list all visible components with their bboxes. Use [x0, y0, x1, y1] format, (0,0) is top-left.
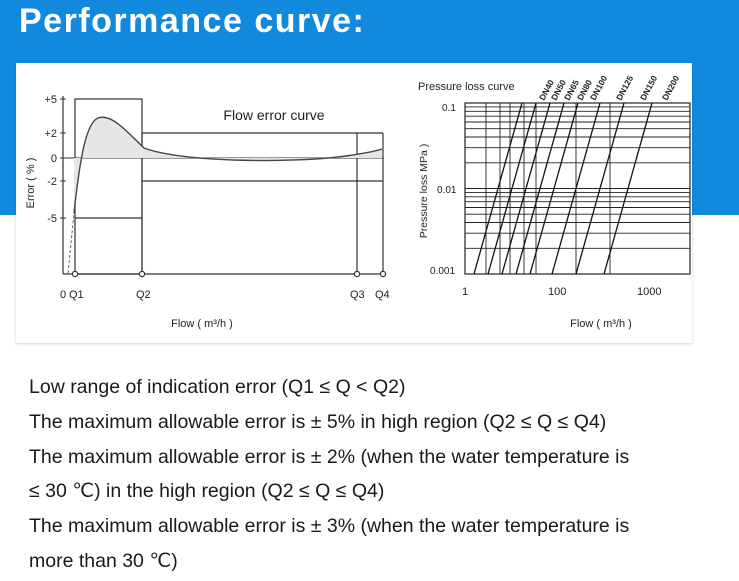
- spec-line: The maximum allowable error is ± 5% in h…: [29, 410, 607, 433]
- y-tick-0: 0: [51, 153, 57, 165]
- pressure-x-label: Flow ( m³/h ): [570, 318, 632, 330]
- dn-label: DN150: [638, 74, 659, 102]
- error-x-label: Flow ( m³/h ): [171, 318, 233, 330]
- pressure-curve-dn40: [473, 102, 523, 275]
- y-tick-m2: -2: [47, 176, 57, 188]
- pressure-curve-dn65: [501, 102, 551, 275]
- figure-svg: +5 +2 0 -2 -5 Error ( % ): [25, 74, 691, 330]
- q-tick-100: 100: [548, 286, 566, 298]
- pressure-y-label: Pressure loss MPa ): [418, 144, 430, 239]
- pressure-chart-title: Pressure loss curve: [418, 81, 515, 93]
- x-tick-q3: Q3: [350, 289, 365, 301]
- x-tick-q4: Q4: [375, 289, 390, 301]
- spec-line: more than 30 ℃): [29, 549, 178, 572]
- x-tick-0: 0: [60, 289, 66, 301]
- pressure-curve-dn100: [529, 102, 579, 275]
- q-tick-1000: 1000: [637, 286, 661, 298]
- y-tick-m5: -5: [47, 213, 57, 225]
- p-tick-0-001: 0.001: [430, 266, 455, 277]
- pressure-grid-lines: [465, 106, 690, 249]
- dn-label: DN125: [614, 74, 635, 102]
- p-tick-0-01: 0.01: [437, 185, 457, 196]
- pressure-curve-dn80: [515, 102, 565, 275]
- pressure-curves: [473, 102, 653, 275]
- pressure-curve-dn50: [487, 102, 537, 275]
- x-tick-q1: Q1: [69, 289, 84, 301]
- p-tick-0-1: 0.1: [442, 103, 456, 114]
- pressure-loss-chart: Pressure loss curve Pressure loss MPa ) …: [418, 74, 691, 330]
- dn-label: DN200: [660, 74, 681, 102]
- flow-error-chart: +5 +2 0 -2 -5 Error ( % ): [25, 94, 390, 330]
- error-curve: [73, 116, 383, 214]
- x-tick-q2: Q2: [136, 289, 151, 301]
- spec-line: The maximum allowable error is ± 3% (whe…: [29, 515, 630, 538]
- performance-figure: +5 +2 0 -2 -5 Error ( % ): [16, 63, 692, 343]
- spec-line: The maximum allowable error is ± 2% (whe…: [29, 445, 630, 468]
- pressure-curve-dn200: [603, 102, 653, 275]
- pressure-curve-dn150: [575, 102, 625, 275]
- error-y-label: Error ( % ): [25, 158, 37, 209]
- error-chart-title: Flow error curve: [223, 107, 324, 123]
- pressure-curve-dn125: [551, 102, 601, 275]
- q-tick-1: 1: [462, 286, 468, 298]
- y-tick-p2: +2: [44, 128, 57, 140]
- y-tick-p5: +5: [44, 94, 57, 106]
- page-title: Performance curve:: [19, 2, 366, 40]
- spec-line: ≤ 30 ℃) in the high region (Q2 ≤ Q ≤ Q4): [29, 480, 385, 503]
- spec-list: Low range of indication error (Q1 ≤ Q < …: [29, 370, 729, 579]
- error-curve-fill: [74, 117, 382, 213]
- spec-line: Low range of indication error (Q1 ≤ Q < …: [29, 376, 406, 398]
